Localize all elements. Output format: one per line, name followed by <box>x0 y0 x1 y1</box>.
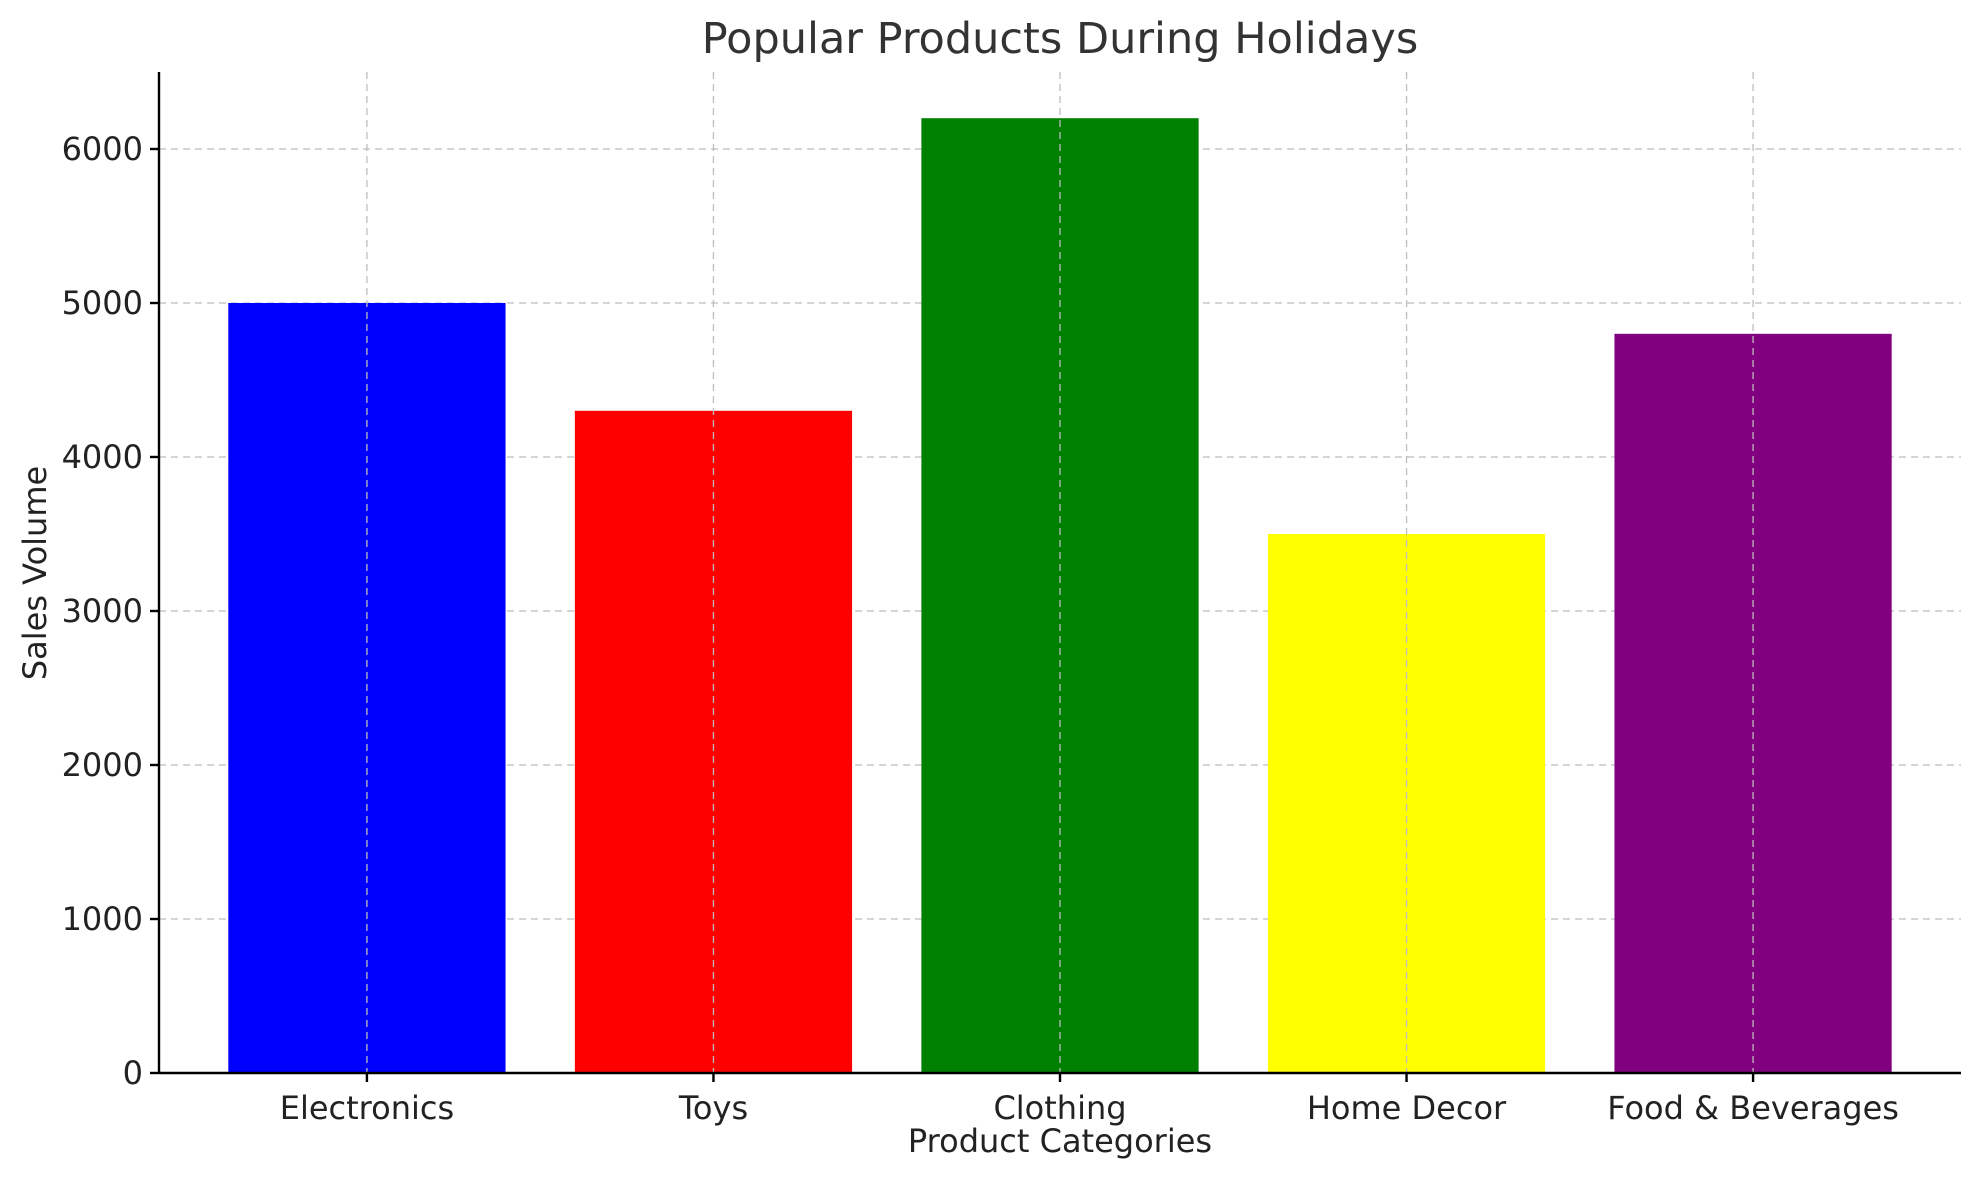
y-tick-label: 5000 <box>62 284 143 322</box>
grid-overlay <box>366 72 1754 1073</box>
x-tick-label: Clothing <box>993 1089 1126 1127</box>
x-tick-label: Home Decor <box>1307 1089 1507 1127</box>
y-axis-label: Sales Volume <box>16 466 54 680</box>
ticks: 0 1000 2000 3000 4000 5000 6000 Electronics Toys… <box>62 130 1899 1127</box>
x-tick-label: Toys <box>678 1089 748 1127</box>
y-tick-label: 6000 <box>62 130 143 168</box>
y-tick-label: 4000 <box>62 438 143 476</box>
y-tick-label: 0 <box>123 1054 143 1092</box>
y-tick-label: 3000 <box>62 592 143 630</box>
y-tick-label: 1000 <box>62 900 143 938</box>
x-axis-label: Product Categories <box>908 1122 1212 1160</box>
x-tick-label: Electronics <box>280 1089 454 1127</box>
y-tick-label: 2000 <box>62 746 143 784</box>
bar-home-decor <box>1267 534 1546 1073</box>
x-tick-label: Food & Beverages <box>1607 1089 1899 1127</box>
chart-title: Popular Products During Holidays <box>702 14 1418 64</box>
